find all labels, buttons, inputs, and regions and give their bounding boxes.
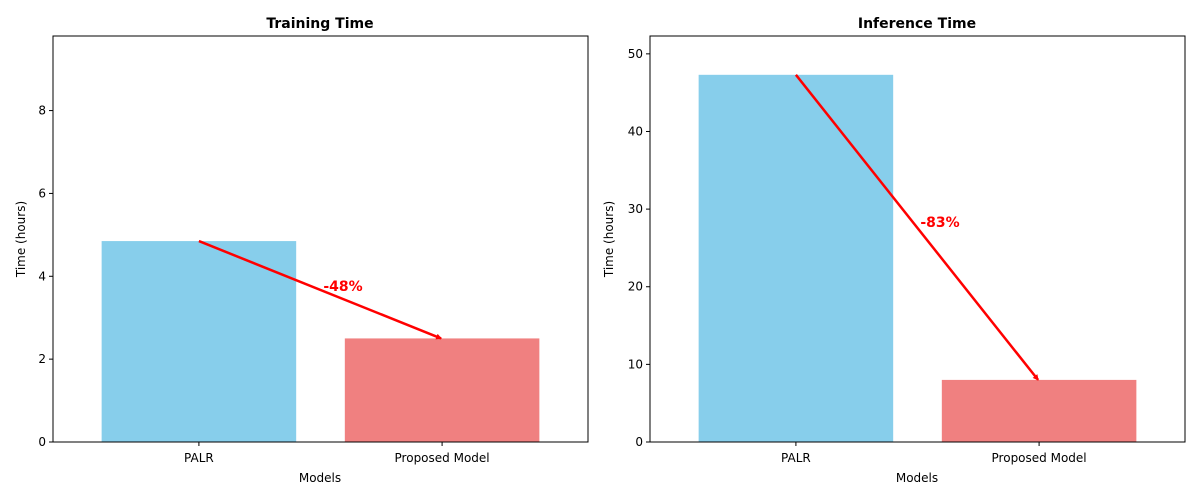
- plot-frame: [52, 35, 589, 443]
- plot-frame: [649, 35, 1186, 443]
- annotation-label: -83%: [920, 215, 959, 231]
- y-tick-label: 20: [628, 280, 643, 294]
- x-ticks: PALR Proposed Model: [781, 442, 1087, 465]
- bar: [101, 241, 297, 442]
- bars: [698, 74, 1137, 443]
- annotation-arrow: [794, 74, 1040, 381]
- y-ticks: 0 2 4 6 8: [38, 104, 53, 449]
- x-axis-label: Models: [299, 471, 341, 485]
- y-tick-label: 50: [628, 47, 643, 61]
- y-axis-label: Time (hours): [602, 201, 616, 278]
- bar: [941, 379, 1137, 442]
- chart-title: Inference Time: [858, 16, 976, 32]
- chart-training-time: Training Time Models Time (hours) 02468 …: [14, 16, 589, 485]
- y-tick-label: 8: [38, 104, 46, 118]
- bar: [698, 74, 894, 443]
- y-tick-label: 2: [38, 352, 46, 366]
- chart-title: Training Time: [266, 16, 373, 32]
- y-axis-label: Time (hours): [14, 201, 28, 278]
- x-tick-label: PALR: [184, 451, 214, 465]
- chart-inference-time: Inference Time Models Time (hours) 0 10 20…: [602, 16, 1186, 485]
- y-tick-label: 10: [628, 357, 643, 371]
- x-ticks: PALR Proposed Model: [184, 442, 490, 465]
- bar: [344, 338, 540, 442]
- bars: [101, 241, 540, 442]
- y-tick-label: 6: [38, 186, 46, 200]
- y-tick-label: 40: [628, 124, 643, 138]
- annotation: -83%: [794, 74, 1040, 381]
- y-tick-label: 30: [628, 202, 643, 216]
- y-tick-label: 4: [38, 269, 46, 283]
- annotation: -48%: [198, 239, 443, 340]
- x-tick-label: Proposed Model: [395, 451, 490, 465]
- y-tick-label: 0: [38, 435, 46, 449]
- annotation-label: -48%: [323, 279, 362, 295]
- y-tick-label: 0: [635, 435, 643, 449]
- x-tick-label: Proposed Model: [992, 451, 1087, 465]
- y-ticks: 0 10 20 30 40 50: [628, 47, 650, 449]
- x-tick-label: PALR: [781, 451, 811, 465]
- x-axis-label: Models: [896, 471, 938, 485]
- annotation-arrow: [198, 239, 443, 340]
